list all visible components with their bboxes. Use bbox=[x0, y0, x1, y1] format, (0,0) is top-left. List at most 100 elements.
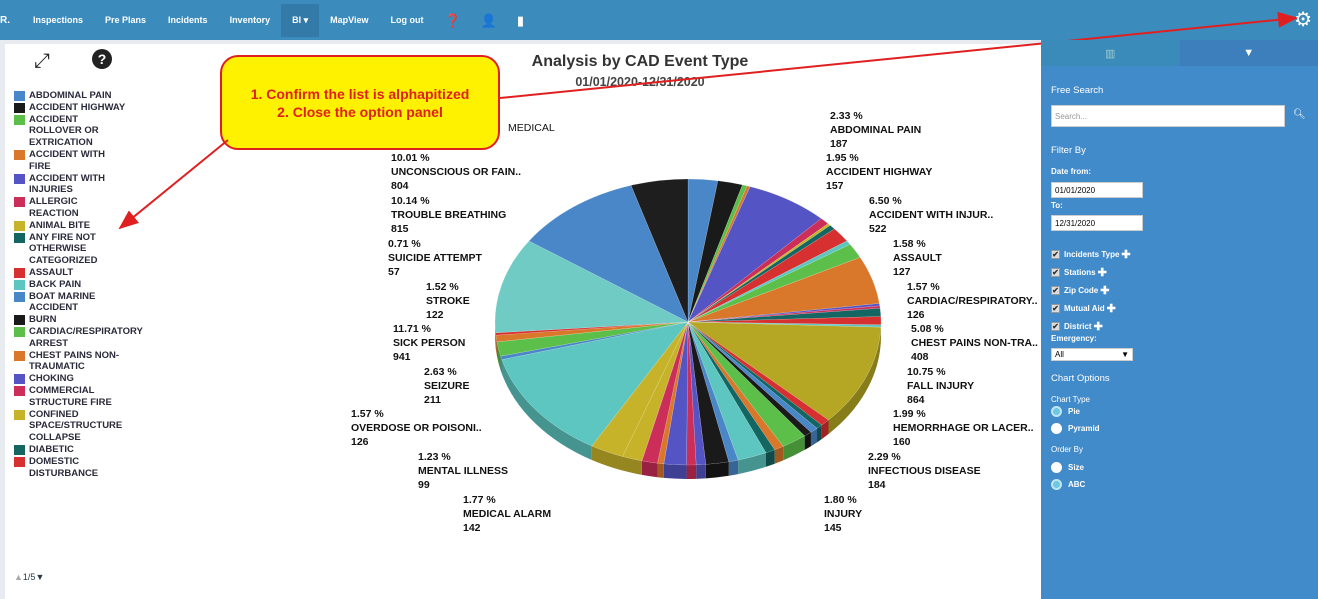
legend-item[interactable]: ALLERGIC REACTION bbox=[14, 196, 164, 220]
pie-slice[interactable] bbox=[687, 321, 882, 421]
pie-slice[interactable] bbox=[687, 307, 882, 323]
chart-tab[interactable]: ▥ bbox=[1041, 40, 1180, 66]
radio-button[interactable] bbox=[1051, 423, 1062, 434]
radio-size[interactable]: Size bbox=[1051, 462, 1084, 473]
legend-item[interactable]: CHEST PAINS NON-TRAUMATIC bbox=[14, 350, 164, 374]
pie-slice[interactable] bbox=[687, 321, 829, 426]
plus-icon[interactable]: ✚ bbox=[1097, 267, 1107, 279]
pie-slice[interactable] bbox=[687, 321, 776, 454]
pie-slice[interactable] bbox=[687, 321, 730, 465]
expand-icon[interactable]: ⤢ bbox=[34, 50, 50, 72]
pie-slice[interactable] bbox=[687, 321, 707, 466]
pie-slice[interactable] bbox=[686, 321, 697, 466]
pie-slice[interactable] bbox=[687, 321, 784, 451]
pie-slice[interactable] bbox=[630, 178, 689, 323]
pie-slice[interactable] bbox=[687, 321, 812, 437]
plus-icon[interactable]: ✚ bbox=[1093, 321, 1103, 333]
legend-item[interactable]: ACCIDENT ROLLOVER OR EXTRICATION bbox=[14, 114, 164, 149]
nav-pre-plans[interactable]: Pre Plans bbox=[105, 14, 147, 25]
checkbox[interactable]: ✔ bbox=[1051, 322, 1060, 331]
nav-inspections[interactable]: Inspections bbox=[33, 14, 84, 25]
help-icon[interactable]: ? bbox=[92, 49, 112, 69]
radio-button[interactable] bbox=[1051, 406, 1062, 417]
legend-item[interactable]: ANY FIRE NOT OTHERWISE CATEGORIZED bbox=[14, 232, 164, 267]
nav-bi[interactable]: BI ▾ bbox=[281, 3, 320, 37]
plus-icon[interactable]: ✚ bbox=[1121, 249, 1131, 261]
search-icon[interactable]: 🔍︎ bbox=[1293, 109, 1306, 120]
pie-slice[interactable] bbox=[687, 178, 719, 323]
pie-slice[interactable] bbox=[687, 244, 861, 323]
pie-slice[interactable] bbox=[687, 321, 823, 429]
date-from-input[interactable]: 01/01/2020 bbox=[1051, 182, 1143, 198]
checkbox[interactable]: ✔ bbox=[1051, 304, 1060, 313]
settings-gear-icon[interactable]: ⚙ bbox=[1294, 9, 1312, 31]
date-to-input[interactable]: 12/31/2020 bbox=[1051, 215, 1143, 231]
legend-item[interactable]: ACCIDENT WITH INJURIES bbox=[14, 173, 164, 197]
pie-slice[interactable] bbox=[687, 316, 882, 326]
pie-slice[interactable] bbox=[591, 321, 689, 457]
checkbox[interactable]: ✔ bbox=[1051, 250, 1060, 259]
legend-item[interactable]: BURN bbox=[14, 314, 164, 326]
pie-slice[interactable] bbox=[687, 321, 818, 433]
pie-slice[interactable] bbox=[687, 257, 880, 323]
radio-pyramid[interactable]: Pyramid bbox=[1051, 423, 1100, 434]
check-incidents-type[interactable]: ✔ Incidents Type ✚ bbox=[1051, 248, 1131, 261]
pie-slice[interactable] bbox=[687, 321, 882, 328]
legend-item[interactable]: ABDOMINAL PAIN bbox=[14, 90, 164, 102]
pie-slice[interactable] bbox=[528, 185, 689, 323]
legend-item[interactable]: CHOKING bbox=[14, 373, 164, 385]
checkbox[interactable]: ✔ bbox=[1051, 268, 1060, 277]
pie-slice[interactable] bbox=[687, 218, 829, 323]
nav-mapview[interactable]: MapView bbox=[330, 14, 369, 25]
help-icon[interactable]: ❓ bbox=[444, 12, 461, 28]
pie-slice[interactable] bbox=[687, 305, 881, 323]
pie-slice[interactable] bbox=[657, 321, 689, 465]
pie-slice[interactable] bbox=[687, 180, 743, 323]
plus-icon[interactable]: ✚ bbox=[1106, 303, 1116, 315]
legend-item[interactable]: COMMERCIAL STRUCTURE FIRE bbox=[14, 385, 164, 409]
legend-next-icon[interactable]: ▼ bbox=[35, 572, 45, 582]
check-district[interactable]: ✔ District ✚ bbox=[1051, 320, 1103, 333]
pie-slice[interactable] bbox=[687, 321, 806, 447]
nav-inventory[interactable]: Inventory bbox=[229, 14, 271, 25]
radio-button[interactable] bbox=[1051, 462, 1062, 473]
pie-slice[interactable] bbox=[495, 321, 689, 343]
pie-slice[interactable] bbox=[495, 321, 689, 336]
check-zip-code[interactable]: ✔ Zip Code ✚ bbox=[1051, 284, 1109, 297]
legend-item[interactable]: DOMESTIC DISTURBANCE bbox=[14, 456, 164, 480]
legend-item[interactable]: ACCIDENT HIGHWAY bbox=[14, 102, 164, 114]
legend-item[interactable]: ANIMAL BITE bbox=[14, 220, 164, 232]
checkbox[interactable]: ✔ bbox=[1051, 286, 1060, 295]
user-icon[interactable]: 👤 bbox=[480, 12, 497, 28]
legend-item[interactable]: CARDIAC/RESPIRATORY ARREST bbox=[14, 326, 164, 350]
pie-slice[interactable] bbox=[494, 240, 689, 334]
search-input[interactable]: Search... bbox=[1051, 105, 1285, 127]
pie-slice[interactable] bbox=[687, 228, 848, 323]
legend-item[interactable]: DIABETIC bbox=[14, 444, 164, 456]
pie-slice[interactable] bbox=[687, 321, 767, 461]
radio-abc[interactable]: ABC bbox=[1051, 479, 1085, 490]
radio-pie[interactable]: Pie bbox=[1051, 406, 1080, 417]
pie-slice[interactable] bbox=[687, 184, 748, 323]
pie-slice[interactable] bbox=[687, 303, 881, 323]
nav-logout[interactable]: Log out bbox=[390, 14, 424, 25]
pie-slice[interactable] bbox=[663, 321, 689, 466]
pie-slice[interactable] bbox=[687, 225, 835, 323]
pie-slice[interactable] bbox=[622, 321, 689, 462]
legend-item[interactable]: ACCIDENT WITH FIRE bbox=[14, 149, 164, 173]
legend-item[interactable]: BACK PAIN bbox=[14, 279, 164, 291]
check-mutual-aid[interactable]: ✔ Mutual Aid ✚ bbox=[1051, 302, 1116, 315]
pie-slice[interactable] bbox=[496, 321, 689, 357]
pie-slice[interactable] bbox=[687, 321, 739, 463]
check-stations[interactable]: ✔ Stations ✚ bbox=[1051, 266, 1107, 279]
pie-slice[interactable] bbox=[687, 240, 851, 323]
legend-item[interactable]: ASSAULT bbox=[14, 267, 164, 279]
nav-incidents[interactable]: Incidents bbox=[168, 14, 208, 25]
filter-tab[interactable]: ▼ bbox=[1179, 40, 1318, 66]
pie-slice[interactable] bbox=[641, 321, 689, 464]
pie-slice[interactable] bbox=[687, 185, 751, 323]
legend-prev-icon[interactable]: ▲ bbox=[14, 572, 23, 582]
emergency-select[interactable]: All ▼ bbox=[1051, 348, 1133, 361]
pie-slice[interactable] bbox=[501, 321, 689, 447]
plus-icon[interactable]: ✚ bbox=[1100, 285, 1110, 297]
